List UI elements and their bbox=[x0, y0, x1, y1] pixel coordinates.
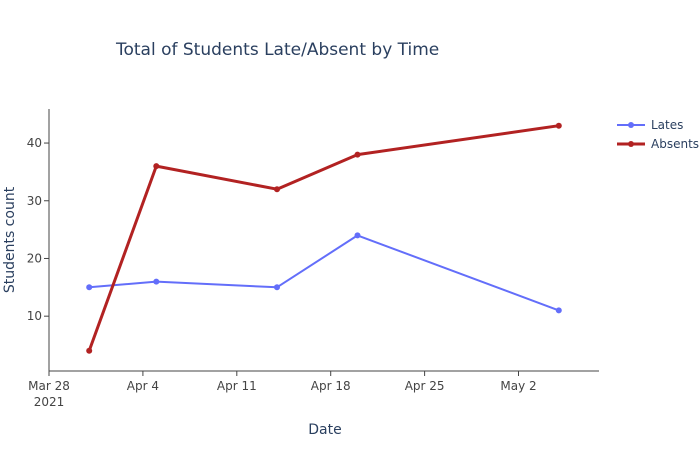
legend-item-lates[interactable]: Lates bbox=[617, 118, 683, 132]
y-axis-title: Students count bbox=[2, 186, 18, 293]
data-point-lates bbox=[86, 284, 93, 291]
y-axis-ticks: 10 20 30 40 bbox=[27, 136, 49, 323]
data-point-lates bbox=[274, 284, 280, 291]
legend-label-lates: Lates bbox=[651, 118, 683, 132]
data-point-absents bbox=[86, 347, 93, 354]
data-point-lates bbox=[153, 278, 160, 285]
data-point-absents bbox=[274, 186, 280, 193]
data-point-absents bbox=[555, 122, 562, 129]
legend-item-absents[interactable]: Absents bbox=[617, 137, 699, 151]
x-tick-label: Apr 25 bbox=[405, 379, 445, 393]
x-tick-label: May 2 bbox=[500, 379, 536, 393]
legend-marker-lates bbox=[628, 122, 634, 128]
x-tick-label: Apr 11 bbox=[217, 379, 257, 393]
x-axis-title: Date bbox=[308, 422, 341, 438]
y-tick-label: 40 bbox=[27, 136, 42, 150]
x-axis-ticks: Mar 28 2021 Apr 4 Apr 11 Apr 18 Apr 25 May 2 bbox=[28, 371, 537, 409]
data-point-lates bbox=[555, 307, 562, 314]
data-point-absents bbox=[354, 151, 361, 158]
x-tick-label: Apr 18 bbox=[311, 379, 351, 393]
series-layer bbox=[86, 122, 562, 354]
legend: Lates Absents bbox=[617, 118, 699, 151]
x-tick-label: Mar 28 bbox=[28, 379, 70, 393]
x-tick-label: Apr 4 bbox=[127, 379, 159, 393]
chart-title: Total of Students Late/Absent by Time bbox=[115, 40, 439, 60]
y-tick-label: 30 bbox=[27, 194, 42, 208]
y-tick-label: 10 bbox=[27, 309, 42, 323]
x-tick-sublabel: 2021 bbox=[34, 395, 65, 409]
legend-marker-absents bbox=[628, 141, 634, 147]
y-tick-label: 20 bbox=[27, 251, 42, 265]
data-point-absents bbox=[153, 163, 160, 170]
data-point-lates bbox=[354, 232, 361, 239]
legend-label-absents: Absents bbox=[651, 137, 699, 151]
